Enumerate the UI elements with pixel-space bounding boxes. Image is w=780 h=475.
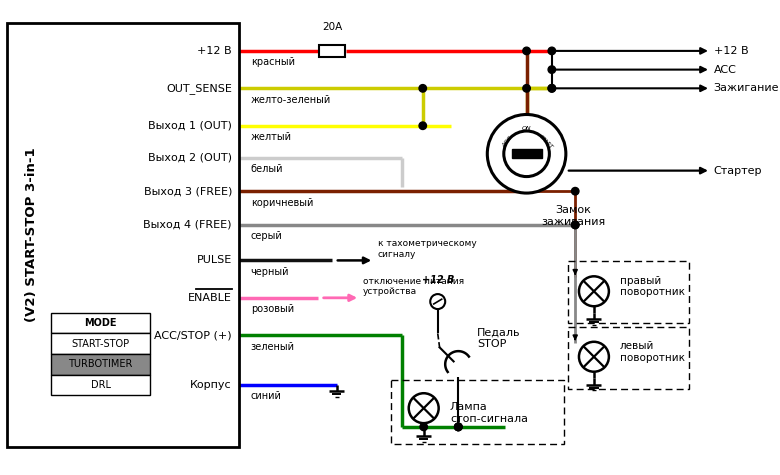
Text: белый: белый (250, 164, 283, 174)
Circle shape (572, 221, 579, 228)
Text: Лампа
стоп-сигнала: Лампа стоп-сигнала (450, 402, 528, 424)
Circle shape (548, 66, 555, 73)
Text: коричневый: коричневый (250, 198, 313, 208)
Circle shape (572, 221, 579, 228)
Text: DRL: DRL (90, 380, 111, 390)
Text: Выход 2 (OUT): Выход 2 (OUT) (148, 152, 232, 162)
Text: ENABLE: ENABLE (188, 293, 232, 303)
Text: Выход 3 (FREE): Выход 3 (FREE) (144, 186, 232, 196)
Circle shape (548, 85, 555, 92)
Circle shape (579, 342, 609, 372)
Text: ON: ON (522, 126, 531, 131)
Circle shape (488, 114, 566, 193)
Text: зеленый: зеленый (250, 342, 295, 352)
Circle shape (548, 85, 555, 92)
Circle shape (523, 85, 530, 92)
Circle shape (431, 294, 445, 309)
Text: START-STOP: START-STOP (72, 339, 129, 349)
Circle shape (419, 85, 427, 92)
Text: Замок
зажигания: Замок зажигания (541, 205, 605, 227)
Text: к тахометрическому
сигналу: к тахометрическому сигналу (378, 239, 477, 258)
Text: 20А: 20А (322, 22, 342, 32)
Text: OUT_SENSE: OUT_SENSE (166, 83, 232, 94)
Text: Выход 1 (OUT): Выход 1 (OUT) (148, 121, 232, 131)
Text: +12 В: +12 В (421, 275, 454, 285)
Text: TURBOTIMER: TURBOTIMER (69, 359, 133, 369)
Text: Стартер: Стартер (714, 166, 762, 176)
Bar (512, 150, 541, 158)
Text: ACC: ACC (714, 65, 736, 75)
Bar (568, 261, 690, 323)
Bar (8, 23, 239, 447)
Text: розовый: розовый (250, 304, 294, 314)
Text: отключение питания
устройства: отключение питания устройства (363, 276, 464, 296)
Circle shape (523, 47, 530, 55)
Text: PULSE: PULSE (197, 256, 232, 266)
Circle shape (579, 276, 609, 306)
Text: START: START (538, 134, 554, 150)
Text: серый: серый (250, 231, 282, 241)
Circle shape (409, 393, 438, 423)
Text: ACC/STOP (+): ACC/STOP (+) (154, 330, 232, 340)
Bar (568, 327, 690, 389)
Text: (V2) START-STOP 3-in-1: (V2) START-STOP 3-in-1 (25, 148, 38, 323)
Bar (51, 313, 150, 333)
Text: желтый: желтый (250, 132, 292, 142)
Text: +12 В: +12 В (197, 46, 232, 56)
Text: синий: синий (250, 391, 282, 401)
Bar (51, 354, 150, 374)
Bar (391, 380, 564, 444)
Text: Зажигание: Зажигание (714, 83, 779, 93)
Text: Педаль
STOP: Педаль STOP (477, 327, 520, 349)
Text: Выход 4 (FREE): Выход 4 (FREE) (144, 220, 232, 230)
Bar (51, 374, 150, 395)
Text: черный: черный (250, 267, 289, 277)
Bar (319, 45, 345, 57)
Circle shape (548, 47, 555, 55)
Circle shape (455, 423, 462, 431)
Text: +12 В: +12 В (714, 46, 748, 56)
Text: левый
поворотник: левый поворотник (620, 341, 685, 363)
Text: ACC: ACC (502, 135, 514, 149)
Text: Корпус: Корпус (190, 380, 232, 390)
Text: правый
поворотник: правый поворотник (620, 276, 685, 297)
Text: MODE: MODE (84, 318, 117, 328)
Text: желто-зеленый: желто-зеленый (250, 95, 331, 105)
Text: красный: красный (250, 57, 295, 67)
Circle shape (455, 423, 462, 431)
Bar (51, 333, 150, 354)
Circle shape (572, 188, 579, 195)
Circle shape (504, 131, 549, 177)
Circle shape (419, 122, 427, 130)
Circle shape (455, 423, 462, 431)
Circle shape (420, 423, 427, 431)
